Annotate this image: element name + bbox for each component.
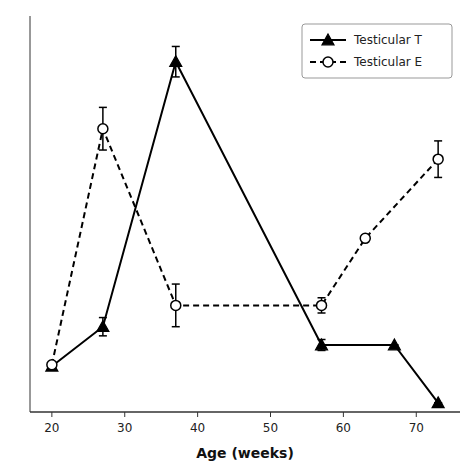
error-bar	[318, 298, 326, 313]
chart: 203040506070Age (weeks)Testicular TTesti…	[0, 0, 474, 474]
y-axis-line	[30, 16, 31, 412]
error-bar-cap	[99, 149, 107, 151]
x-tick	[51, 412, 52, 417]
x-tick-label: 50	[263, 421, 278, 435]
x-tick	[416, 412, 417, 417]
error-bar-cap	[99, 317, 107, 319]
x-tick-label: 20	[44, 421, 59, 435]
error-bar-cap	[99, 107, 107, 109]
point-marker	[97, 321, 109, 332]
x-axis-line	[30, 411, 460, 413]
x-tick	[124, 412, 125, 417]
point-marker	[98, 124, 108, 134]
series-line	[52, 62, 438, 403]
series-line	[52, 129, 438, 365]
error-bar-cap	[434, 177, 442, 179]
point-marker	[432, 397, 444, 408]
point-marker	[170, 56, 182, 67]
x-tick-label: 40	[190, 421, 205, 435]
legend-label: Testicular T	[353, 33, 423, 47]
legend-box	[302, 24, 452, 78]
error-bar-cap	[172, 283, 180, 285]
x-tick-label: 60	[336, 421, 351, 435]
error-bar	[434, 141, 442, 178]
x-tick	[197, 412, 198, 417]
series	[47, 107, 443, 369]
point-marker	[47, 360, 57, 370]
x-axis-label: Age (weeks)	[196, 445, 294, 461]
legend-marker	[322, 34, 334, 45]
error-bar-cap	[172, 46, 180, 48]
error-bar-cap	[99, 335, 107, 337]
point-marker	[388, 339, 400, 350]
error-bar-cap	[318, 297, 326, 299]
x-tick-label: 70	[409, 421, 424, 435]
series	[46, 46, 444, 407]
point-marker	[317, 300, 327, 310]
legend-label: Testicular E	[353, 55, 422, 69]
error-bar-cap	[318, 312, 326, 314]
legend: Testicular T Testicular E	[302, 24, 452, 78]
legend-marker	[323, 57, 333, 67]
point-marker	[171, 300, 181, 310]
point-marker	[360, 233, 370, 243]
plot-area	[46, 46, 444, 407]
error-bar-cap	[434, 140, 442, 142]
error-bar-cap	[172, 76, 180, 78]
error-bar	[172, 284, 180, 327]
error-bar	[99, 107, 107, 150]
x-tick	[270, 412, 271, 417]
point-marker	[46, 360, 58, 371]
point-marker	[316, 339, 328, 350]
point-marker	[433, 154, 443, 164]
error-bar-cap	[172, 326, 180, 328]
x-tick-label: 30	[117, 421, 132, 435]
x-tick	[343, 412, 344, 417]
